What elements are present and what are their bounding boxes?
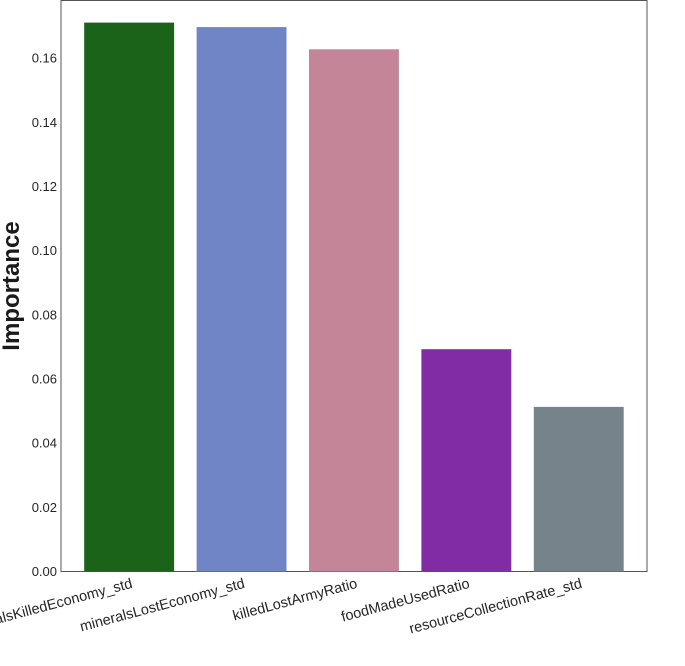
y-tick-label: 0.16 <box>32 51 57 66</box>
bar-mineralsKilledEconomy_std <box>84 22 175 572</box>
x-tick-label: killedLostArmyRatio <box>231 576 359 625</box>
y-tick-label: 0.12 <box>32 179 57 194</box>
bar-mineralsLostEconomy_std <box>196 27 287 572</box>
y-tick-label: 0.10 <box>32 243 57 258</box>
y-tick-label: 0.06 <box>32 372 57 387</box>
bar-foodMadeUsedRatio <box>421 349 512 572</box>
y-tick-label: 0.00 <box>32 564 57 579</box>
y-axis-title: Importance <box>0 221 25 350</box>
y-tick-label: 0.14 <box>32 115 57 130</box>
x-tick-label: mineralsKilledEconomy_std <box>0 576 134 638</box>
bar-resourceCollectionRate_std <box>533 406 624 572</box>
y-tick-label: 0.08 <box>32 307 57 322</box>
y-tick-label: 0.04 <box>32 436 57 451</box>
y-ticks-group: 0.00 0.02 0.04 0.06 0.08 0.10 0.12 0.14 0.16 <box>32 51 57 579</box>
bar-killedLostArmyRatio <box>309 49 399 572</box>
bars-group <box>84 22 624 572</box>
y-tick-label: 0.02 <box>32 500 57 515</box>
x-ticks-group: mineralsKilledEconomy_stdmineralsLostEco… <box>0 576 584 638</box>
